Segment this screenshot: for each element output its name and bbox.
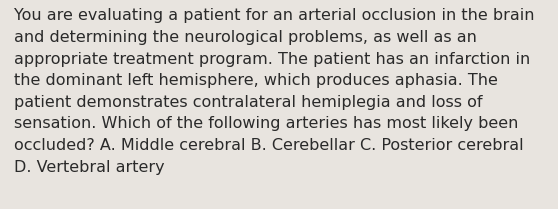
Text: You are evaluating a patient for an arterial occlusion in the brain
and determin: You are evaluating a patient for an arte… xyxy=(14,8,535,175)
